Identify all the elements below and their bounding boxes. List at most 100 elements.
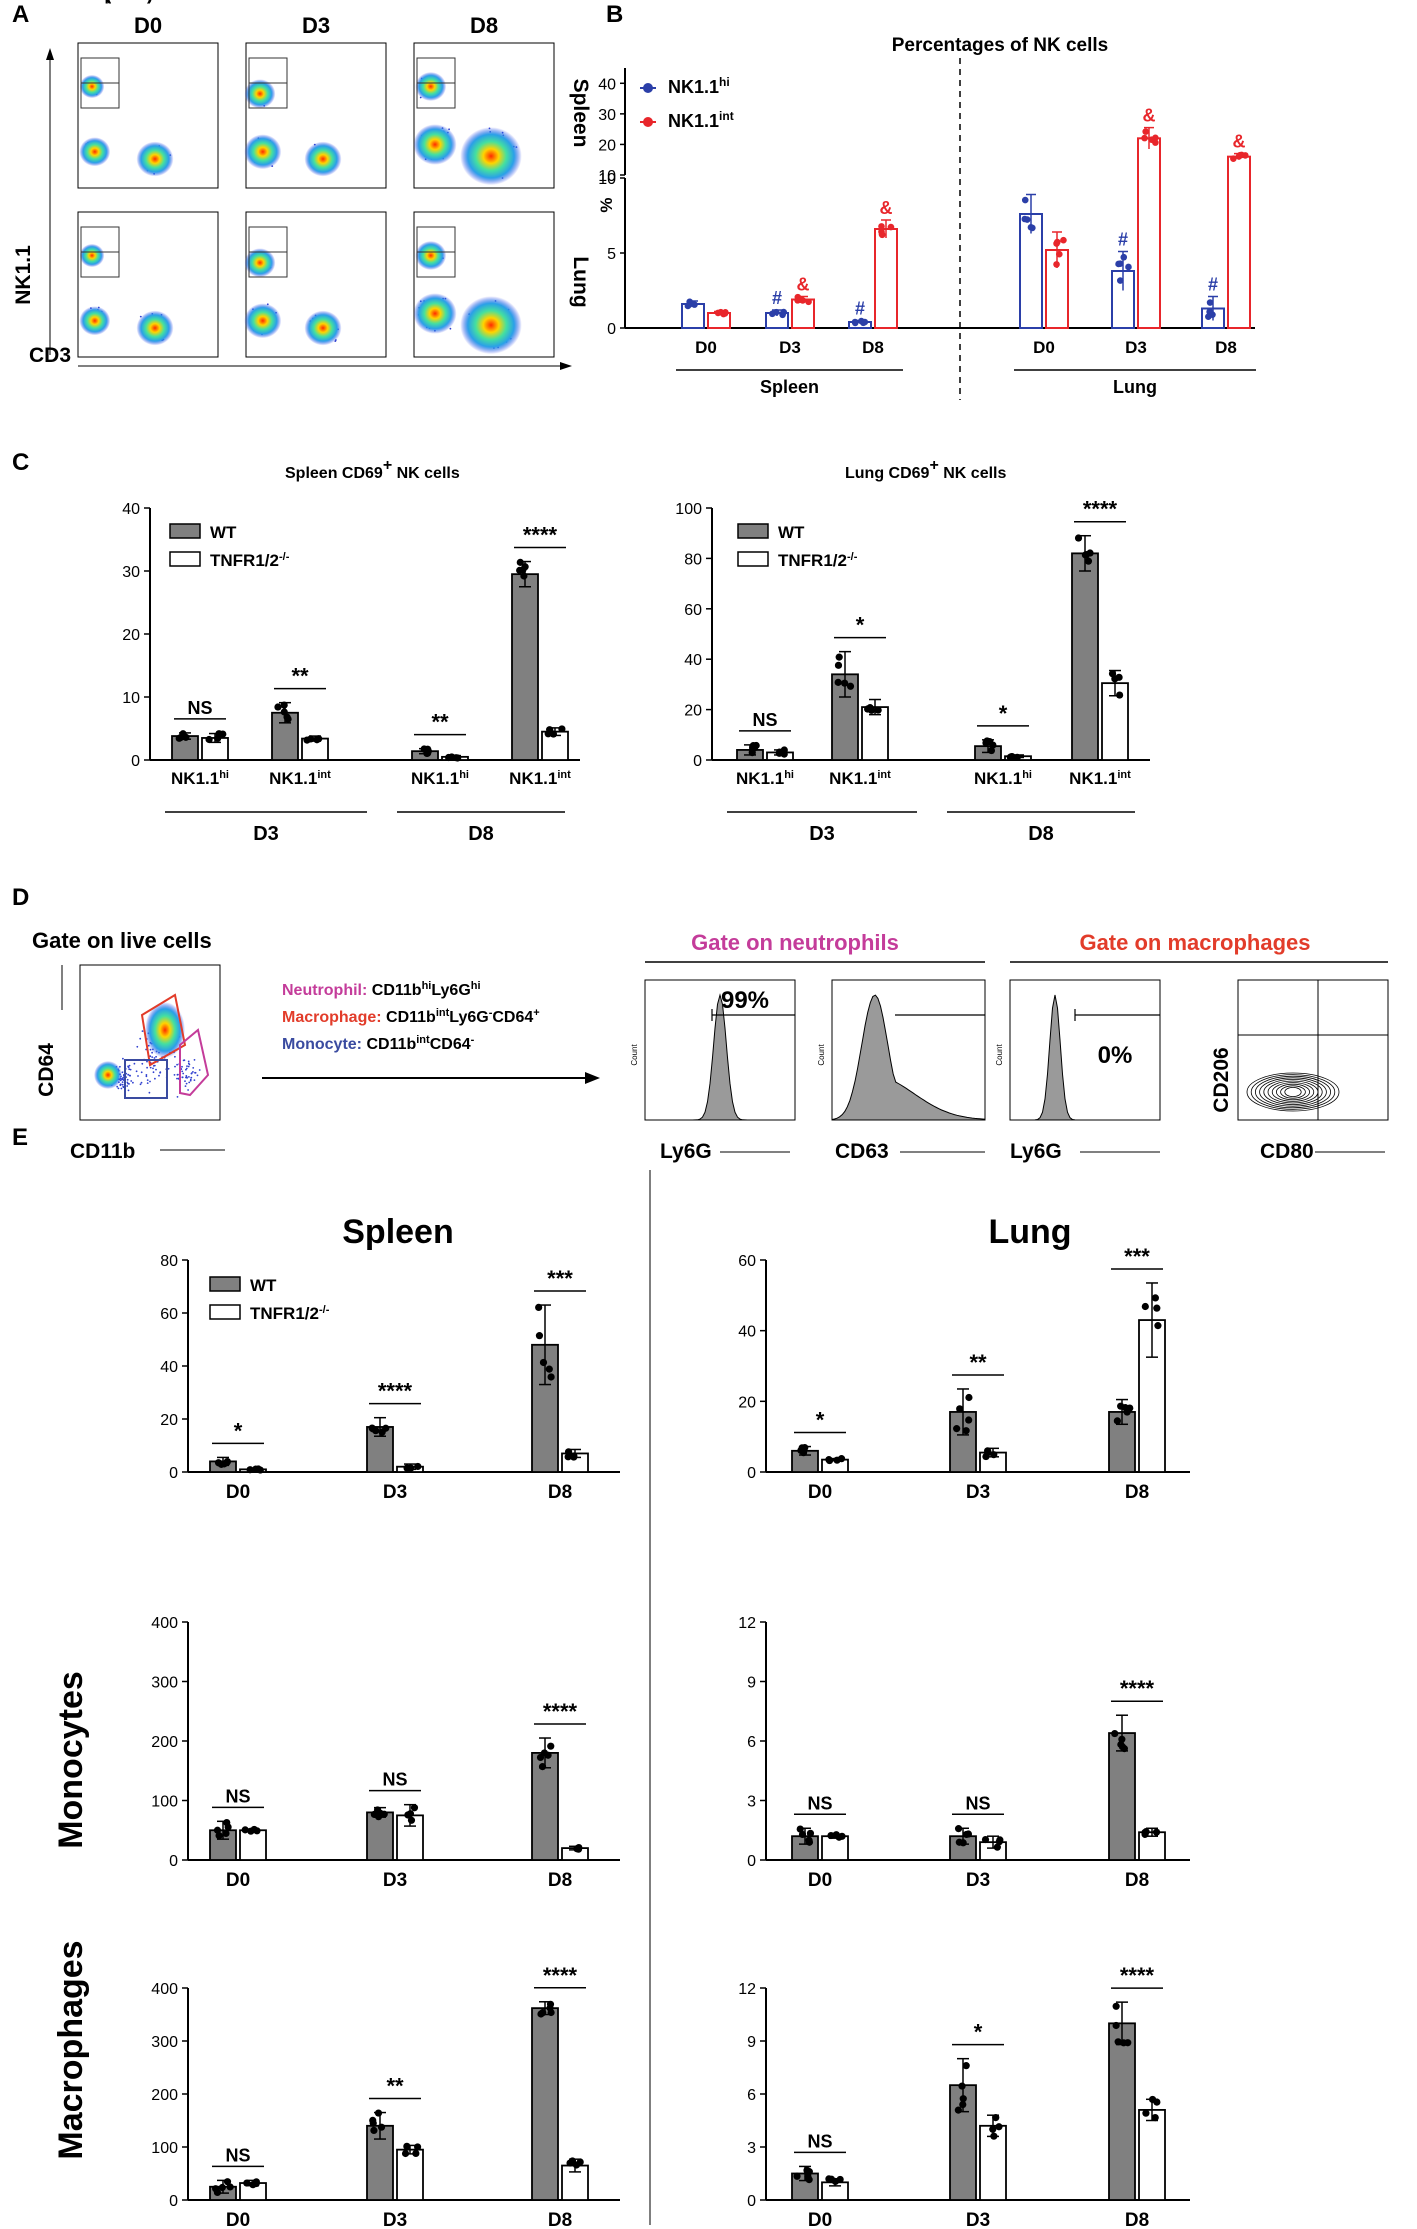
event-dot — [190, 1076, 193, 1079]
contour-ring — [1259, 1077, 1327, 1107]
data-point — [827, 2175, 836, 2183]
nk11-axis-label: NK1.1 — [12, 245, 35, 305]
data-point — [546, 2004, 554, 2012]
data-point — [403, 2142, 411, 2150]
data-point — [412, 2149, 420, 2158]
macrophage-gate — [140, 993, 187, 1067]
event-dot — [192, 1067, 195, 1069]
data-point — [1152, 1828, 1161, 1836]
y-tick-label: 300 — [151, 2034, 178, 2051]
density-hotspot — [145, 1002, 185, 1058]
significance-marker: # — [1208, 275, 1218, 295]
row-title-Lung: Lung — [569, 256, 592, 307]
label: Cell numbers (×102) — [0, 0, 153, 4]
data-point — [720, 310, 727, 318]
y-tick-label: 10 — [598, 171, 616, 188]
y-tick-label: 5 — [607, 246, 616, 263]
gating-legend-1: Macrophage: CD11bintLy6G-CD64+ — [282, 1007, 540, 1026]
event-dot — [126, 1081, 129, 1084]
event-dot — [193, 1059, 196, 1061]
data-point — [407, 1816, 416, 1824]
data-point — [1154, 1322, 1162, 1330]
data-point — [1112, 2002, 1120, 2010]
data-point — [958, 2082, 966, 2090]
event-dot — [155, 1068, 157, 1071]
data-point — [1074, 534, 1083, 542]
ly6g-neutrophil-histogram — [645, 993, 795, 1121]
chart-E_spleen_macrophages: 0100200300400Cell numbers (×105)NS******… — [0, 0, 620, 2229]
y-tick-label: 60 — [684, 602, 702, 619]
data-point — [752, 741, 760, 750]
significance-marker: # — [1118, 230, 1128, 250]
density-hotspot — [413, 293, 457, 334]
data-point — [369, 2116, 377, 2124]
y-tick-label: 20 — [738, 1394, 756, 1411]
event-dot — [181, 1065, 183, 1068]
data-point — [987, 746, 996, 755]
y-tick-label: 100 — [675, 501, 702, 518]
event-dot — [128, 1068, 131, 1071]
y-tick-label: 400 — [151, 1981, 178, 1998]
event-dot — [149, 1080, 151, 1083]
data-point — [1053, 261, 1060, 268]
event-dot — [152, 1065, 155, 1067]
event-dot — [135, 1070, 138, 1073]
y-tick-label: 0 — [747, 2193, 756, 2210]
event-dot — [120, 1087, 123, 1090]
data-point — [1053, 240, 1060, 247]
y-tick-label: 40 — [160, 1359, 178, 1376]
data-point — [1116, 260, 1124, 267]
flow-plot-spleen-D3 — [244, 42, 387, 189]
density-hotspot — [304, 141, 342, 177]
data-point — [520, 572, 528, 580]
y-tick-label: 9 — [747, 1675, 756, 1692]
data-point — [1142, 2109, 1150, 2117]
neutrophil-percentage: 99% — [721, 987, 769, 1014]
data-point — [223, 1458, 232, 1466]
data-point — [841, 679, 849, 687]
significance-marker: & — [880, 198, 893, 218]
event-dot — [133, 1062, 136, 1065]
data-point — [769, 310, 776, 318]
x-tick-label: D3 — [966, 1482, 990, 1503]
data-point — [223, 1818, 231, 1827]
x-tick-label: D8 — [548, 1870, 572, 1891]
data-point — [445, 753, 453, 762]
chart-C1: 010203040Cell numbers (×105)NS********NK… — [0, 0, 580, 788]
density-hotspot — [304, 310, 342, 346]
event-dot — [129, 1068, 132, 1071]
data-point — [834, 661, 843, 669]
event-dot — [187, 1089, 190, 1091]
data-point — [878, 223, 885, 230]
x-tick-label: D0 — [226, 1482, 250, 1503]
data-point — [376, 1809, 384, 1817]
data-point — [1120, 253, 1128, 261]
data-point — [835, 653, 843, 661]
x-tick-label: NK1.1hi — [736, 769, 794, 788]
event-dot — [139, 1083, 142, 1086]
density-hotspot — [415, 72, 447, 101]
data-point — [215, 1832, 223, 1840]
significance-label: * — [974, 2020, 983, 2045]
data-point — [691, 301, 698, 308]
event-dot — [192, 1071, 194, 1073]
data-point — [1084, 557, 1093, 565]
significance-marker: & — [1143, 106, 1156, 126]
data-point — [212, 2185, 220, 2193]
density-hotspot — [136, 310, 174, 346]
data-point — [303, 736, 311, 744]
data-point — [424, 749, 432, 757]
chart-C2: 020406080100Cell numbers (×103)NS******N… — [0, 0, 1150, 788]
significance-label: * — [999, 701, 1008, 726]
data-point — [874, 706, 882, 714]
event-dot — [136, 1045, 139, 1048]
x-tick-label: NK1.1int — [1069, 769, 1131, 788]
significance-marker: & — [797, 275, 810, 295]
event-dot — [140, 1081, 143, 1084]
data-point — [414, 1462, 422, 1471]
data-point — [986, 737, 994, 746]
gating-legend-0: Neutrophil: CD11bhiLy6Ghi — [282, 980, 481, 999]
gate-live-title: Gate on live cells — [32, 928, 212, 953]
chart-b-ylabel: % — [597, 197, 616, 212]
data-point — [284, 715, 292, 723]
